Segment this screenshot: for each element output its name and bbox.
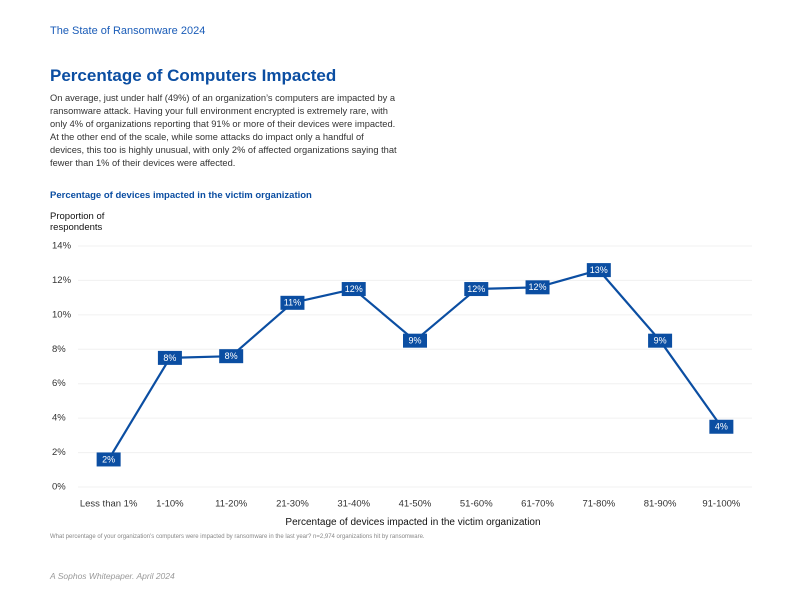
- y-tick-label: 0%: [52, 482, 66, 493]
- value-label-box: [219, 349, 244, 364]
- y-tick-label: 6%: [52, 378, 66, 389]
- y-axis-title: Proportion of respondents: [50, 211, 105, 233]
- x-axis-title: Percentage of devices impacted in the vi…: [285, 517, 541, 528]
- value-label-box: [341, 282, 366, 297]
- report-name: The State of Ransomware 2024: [50, 25, 206, 37]
- y-tick-label: 10%: [52, 309, 72, 320]
- value-label: 9%: [654, 336, 667, 346]
- value-label-box: [464, 282, 489, 297]
- value-label: 12%: [467, 284, 485, 294]
- y-tick-label: 4%: [52, 413, 66, 424]
- chart-note: What percentage of your organization’s c…: [50, 534, 425, 540]
- value-label: 8%: [225, 351, 238, 361]
- value-label: 12%: [529, 282, 547, 292]
- value-label-box: [280, 295, 305, 310]
- x-tick-label: 81-90%: [644, 499, 677, 510]
- value-label-box: [157, 350, 182, 365]
- value-label-box: [709, 419, 734, 434]
- x-tick-label: 21-30%: [276, 499, 309, 510]
- x-tick-label: 71-80%: [582, 499, 615, 510]
- value-label: 11%: [284, 298, 301, 308]
- y-tick-label: 12%: [52, 275, 72, 286]
- value-label: 4%: [715, 422, 728, 432]
- x-tick-label: 91-100%: [702, 499, 741, 510]
- value-label: 8%: [163, 353, 176, 363]
- y-tick-label: 2%: [52, 447, 66, 458]
- value-label-box: [586, 263, 611, 278]
- value-label: 12%: [345, 284, 363, 294]
- value-label: 9%: [408, 336, 421, 346]
- x-tick-label: 51-60%: [460, 499, 493, 510]
- x-tick-label: 41-50%: [399, 499, 432, 510]
- footer: A Sophos Whitepaper. April 2024: [50, 571, 175, 581]
- x-tick-label: 11-20%: [215, 499, 248, 510]
- data-line: [107, 269, 723, 461]
- x-tick-label: Less than 1%: [80, 499, 138, 510]
- x-tick-label: 31-40%: [337, 499, 370, 510]
- value-label-box: [403, 333, 427, 348]
- value-label: 13%: [590, 265, 608, 275]
- value-label: 2%: [102, 454, 115, 464]
- x-tick-label: 1-10%: [156, 499, 184, 510]
- body-text: On average, just under half (49%) of an …: [50, 93, 397, 168]
- x-tick-label: 61-70%: [521, 499, 554, 510]
- value-label-box: [525, 280, 550, 295]
- y-tick-label: 14%: [52, 241, 72, 252]
- value-label-box: [648, 333, 673, 348]
- chart-title: Percentage of devices impacted in the vi…: [50, 190, 312, 201]
- value-label-box: [96, 452, 121, 467]
- y-tick-label: 8%: [52, 344, 66, 355]
- page-title: Percentage of Computers Impacted: [50, 66, 337, 85]
